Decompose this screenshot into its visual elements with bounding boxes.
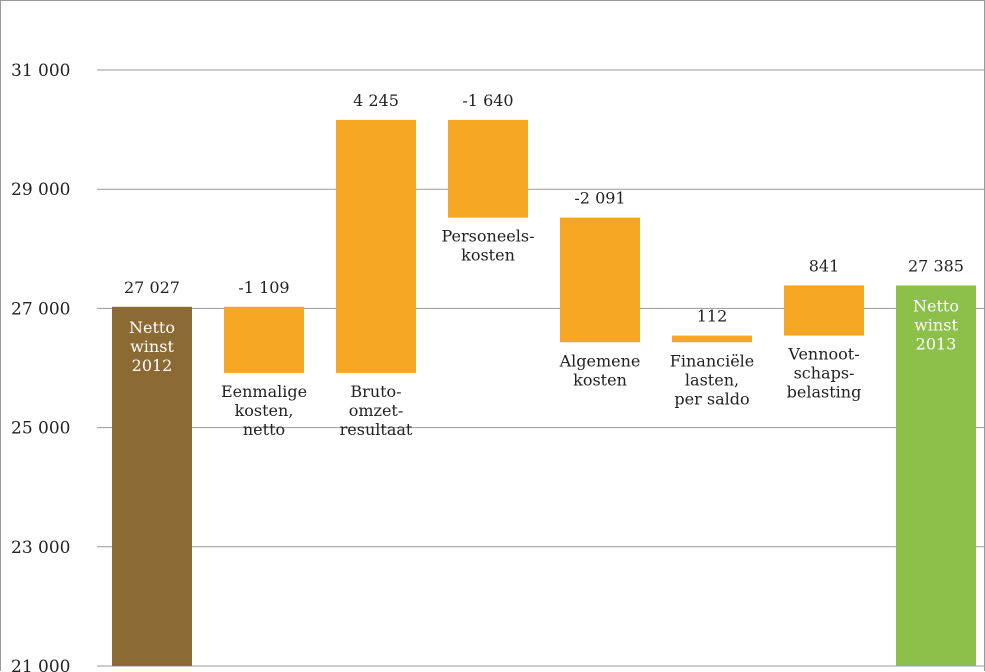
category-label-5-line-0: Financiële	[670, 351, 755, 370]
bar-7	[896, 285, 976, 666]
category-label-3-line-0: Personeels-	[442, 227, 535, 246]
bars	[112, 119, 976, 666]
category-label-0-line-2: 2012	[132, 356, 173, 375]
category-label-4-line-0: Algemene	[559, 351, 641, 370]
bar-6	[784, 285, 864, 336]
category-label-4-line-1: kosten	[573, 370, 627, 389]
category-label-7-line-2: 2013	[916, 334, 957, 353]
y-tick-label-1: 23 000	[11, 538, 70, 558]
value-label-6: 841	[809, 256, 840, 275]
category-label-5-line-1: lasten,	[685, 370, 739, 389]
y-tick-label-0: 21 000	[11, 657, 70, 672]
category-label-2-line-0: Bruto-	[350, 382, 401, 401]
value-label-1: -1 109	[238, 278, 289, 297]
y-axis-ticks: 21 000 23 000 25 000 27 000 29 000 31 000	[11, 61, 70, 672]
category-label-2-line-1: omzet-	[349, 401, 404, 420]
category-label-7-line-1: winst	[914, 315, 958, 334]
value-label-2: 4 245	[353, 91, 399, 110]
y-tick-label-2: 25 000	[11, 419, 70, 439]
category-label-1-line-0: Eenmalige	[221, 382, 307, 401]
y-tick-label-4: 29 000	[11, 180, 70, 200]
value-label-5: 112	[697, 307, 728, 326]
bar-2	[336, 119, 416, 373]
y-tick-label-5: 31 000	[11, 61, 70, 81]
category-label-0-line-0: Netto	[129, 318, 175, 337]
bar-0	[112, 306, 192, 666]
category-label-3-line-1: kosten	[461, 246, 515, 265]
bar-1	[224, 306, 304, 373]
category-label-6-line-2: belasting	[787, 383, 862, 402]
y-tick-label-3: 27 000	[11, 299, 70, 319]
value-label-7: 27 385	[908, 256, 964, 275]
category-label-5-line-2: per saldo	[674, 389, 749, 408]
bar-4	[560, 217, 640, 343]
bar-5	[672, 335, 752, 343]
category-label-6-line-1: schaps-	[794, 364, 855, 383]
category-label-0-line-1: winst	[130, 337, 174, 356]
value-label-4: -2 091	[574, 189, 625, 208]
bar-3	[448, 119, 528, 218]
category-label-6-line-0: Vennoot-	[787, 345, 859, 364]
category-label-1-line-1: kosten,	[235, 401, 294, 420]
value-label-0: 27 027	[124, 278, 180, 297]
category-label-7-line-0: Netto	[913, 296, 959, 315]
value-label-3: -1 640	[462, 91, 513, 110]
category-label-1-line-2: netto	[243, 420, 285, 439]
category-label-2-line-2: resultaat	[340, 420, 413, 439]
